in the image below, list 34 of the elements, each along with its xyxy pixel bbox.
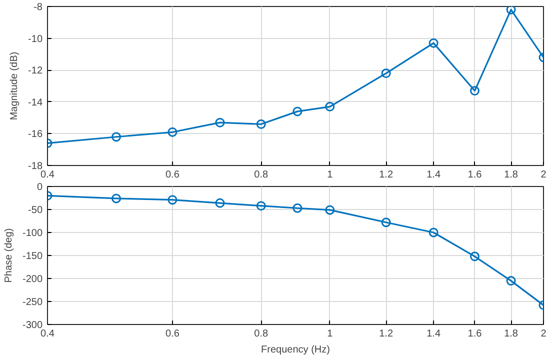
x-tick-label: 0.6 [166,170,180,180]
x-tick-label: 1.4 [426,170,441,180]
x-tick-label: 1.2 [379,170,394,180]
y-tick-label: 0 [36,182,43,193]
y-tick-label: -250 [22,297,43,308]
x-tick-label: 1.8 [504,170,518,180]
y-tick-label: -18 [28,161,43,172]
x-tick-label: 0.4 [40,170,55,180]
y-tick-label: -12 [28,66,43,77]
y-tick-label: -50 [28,205,43,216]
x-tick-label: 1 [327,170,334,180]
y-axis-title: Magnitude (dB) [9,52,20,120]
x-axis-title: Frequency (Hz) [261,344,330,356]
x-tick-label: 1 [327,328,334,340]
x-tick-label: 0.8 [254,328,269,340]
x-tick-label: 1.6 [468,170,482,180]
y-tick-label: -14 [28,97,43,108]
y-tick-label: -8 [34,2,43,13]
x-tick-label: 2 [540,328,547,340]
y-tick-label: -16 [28,129,43,140]
y-tick-label: -150 [22,251,43,262]
y-tick-label: -200 [22,274,43,285]
x-tick-label: 1.2 [379,328,394,340]
x-tick-label: 2 [540,170,547,180]
y-tick-label: -100 [22,228,43,239]
y-axis-title: Phase (deg) [3,228,14,283]
x-tick-label: 1.8 [504,328,518,340]
y-tick-label: -10 [28,34,43,45]
x-tick-label: 1.6 [468,328,482,340]
y-tick-label: -300 [22,320,43,331]
x-tick-label: 0.4 [40,328,55,340]
x-tick-label: 0.6 [166,328,180,340]
x-tick-label: 0.8 [254,170,269,180]
x-tick-label: 1.4 [426,328,441,340]
